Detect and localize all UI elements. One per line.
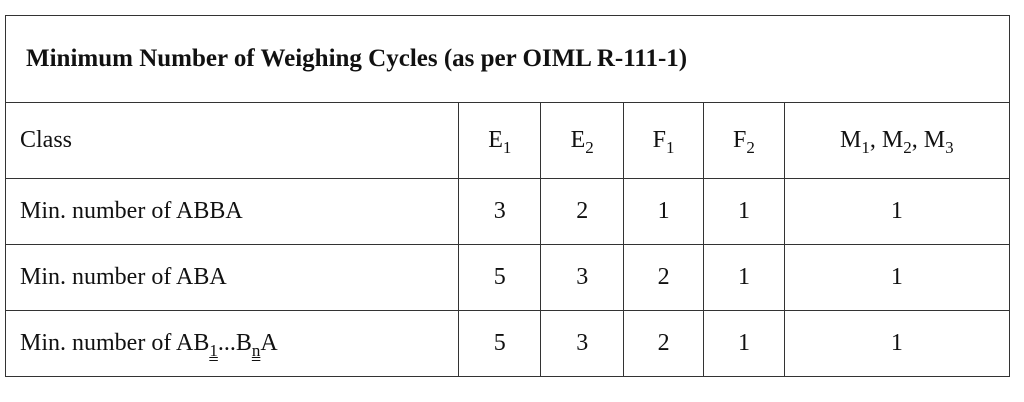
cell-text: E — [570, 127, 586, 153]
table-title: Minimum Number of Weighing Cycles (as pe… — [5, 15, 1010, 103]
cell-text: F — [733, 127, 747, 153]
header-cell: Class — [4, 102, 460, 179]
value-cell: 2 — [540, 178, 624, 245]
value-cell: 1 — [783, 244, 1011, 311]
data-row: Min. number of ABA 5 3 2 1 1 — [4, 244, 1011, 311]
cell-text: ...B — [217, 330, 252, 356]
cell-text: , M — [911, 127, 946, 153]
cell-text: E — [488, 127, 503, 153]
subscript: 1 — [861, 138, 870, 157]
cell-text: Min. number of ABBA — [20, 198, 243, 224]
value-cell: 2 — [622, 244, 705, 311]
value-cell: 3 — [458, 178, 542, 245]
row-label: Min. number of ABBA — [4, 178, 460, 245]
value-cell: 3 — [540, 244, 624, 311]
cell-text: Min. number of ABA — [20, 264, 227, 290]
subscript: 1 — [502, 138, 512, 157]
value-cell: 1 — [703, 244, 785, 311]
subscript: n — [251, 341, 261, 360]
value-cell: 1 — [622, 178, 705, 245]
subscript: 3 — [945, 138, 954, 157]
cell-text: F — [652, 127, 667, 153]
subscript: 1 — [666, 138, 675, 157]
header-cell: M1, M2, M3 — [783, 102, 1011, 179]
header-cell: E1 — [458, 102, 542, 179]
cell-text: Min. number of AB — [20, 330, 210, 356]
cell-text: M — [840, 127, 862, 153]
data-row: Min. number of AB1...BnA 5 3 2 1 1 — [4, 310, 1011, 377]
value-cell: 3 — [540, 310, 624, 377]
value-cell: 1 — [783, 310, 1011, 377]
cell-text: , M — [869, 127, 904, 153]
data-row: Min. number of ABBA 3 2 1 1 1 — [4, 178, 1011, 245]
header-cell: F1 — [622, 102, 705, 179]
subscript: 1 — [209, 341, 218, 360]
row-label: Min. number of ABA — [4, 244, 460, 311]
row-label: Min. number of AB1...BnA — [4, 310, 460, 377]
value-cell: 2 — [622, 310, 705, 377]
value-cell: 5 — [458, 244, 542, 311]
subscript: 2 — [746, 138, 755, 157]
subscript: 2 — [903, 138, 912, 157]
title-row: Minimum Number of Weighing Cycles (as pe… — [5, 15, 1010, 103]
value-cell: 5 — [458, 310, 542, 377]
value-cell: 1 — [703, 310, 785, 377]
header-row: Class E1 E2 F1 F2 M1, M2, M3 — [4, 102, 1011, 179]
cell-text: Class — [20, 127, 73, 153]
table: Minimum Number of Weighing Cycles (as pe… — [4, 15, 1011, 377]
header-cell: F2 — [703, 102, 785, 179]
table-container: Minimum Number of Weighing Cycles (as pe… — [4, 15, 1011, 377]
value-cell: 1 — [783, 178, 1011, 245]
cell-text: A — [260, 330, 278, 356]
value-cell: 1 — [703, 178, 785, 245]
header-cell: E2 — [540, 102, 624, 179]
subscript: 2 — [585, 138, 594, 157]
